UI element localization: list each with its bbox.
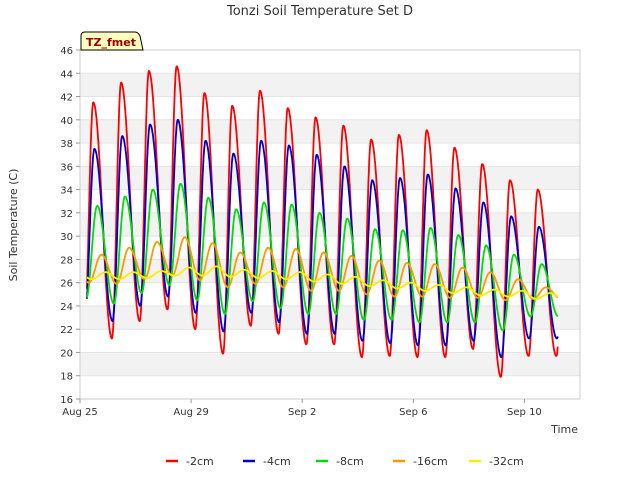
annotation-box: TZ_fmet [80,31,144,51]
series-line-minus-16cm [86,236,559,302]
y-tick-label: 42 [60,93,73,104]
y-tick-label: 26 [60,279,73,290]
grid-band [80,119,580,144]
grid-band [80,212,580,237]
x-tick-label: Sep 2 [288,407,316,418]
y-tick-label: 38 [60,139,73,150]
annotation-label: TZ_fmet [86,36,136,49]
y-tick-label: 20 [60,348,73,359]
grid-bands [80,49,580,400]
legend-label: -2cm [186,455,214,468]
grid-band [80,166,580,190]
y-tick-label: 44 [60,69,73,80]
grid-band [80,352,580,376]
series-line-minus-32cm [86,265,559,300]
y-tick-label: 30 [60,232,73,243]
y-tick-label: 34 [60,186,73,197]
y-tick-label: 28 [60,255,73,266]
y-tick-label: 22 [60,325,73,336]
grid-band [80,73,580,97]
x-tick-label: Sep 10 [507,407,542,418]
y-tick-label: 24 [60,302,73,313]
y-axis-label: Soil Temperature (C) [7,169,20,282]
x-tick-label: Aug 29 [173,407,208,418]
series-layer [86,65,559,378]
legend-label: -32cm [489,455,524,468]
y-tick-label: 36 [60,162,73,173]
y-tick-label: 32 [60,209,73,220]
legend-label: -4cm [263,455,291,468]
legend-label: -16cm [413,455,448,468]
y-axis: 16 18 20 22 24 26 28 30 32 34 36 38 40 42 44 46 [60,46,80,406]
chart-title: Tonzi Soil Temperature Set D [226,4,413,19]
y-tick-label: 46 [60,46,73,57]
plot-area [79,49,581,400]
x-tick-label: Sep 6 [399,407,427,418]
y-tick-label: 40 [60,116,73,127]
legend: -2cm -4cm -8cm -16cm -32cm [166,455,524,468]
y-tick-label: 16 [60,395,73,406]
x-axis: Aug 25 Aug 29 Sep 2 Sep 6 Sep 10 [62,399,542,418]
x-axis-label: Time [550,423,578,436]
series-line-minus-4cm [86,118,559,359]
legend-label: -8cm [336,455,364,468]
y-tick-label: 18 [60,372,73,383]
x-tick-label: Aug 25 [62,407,97,418]
